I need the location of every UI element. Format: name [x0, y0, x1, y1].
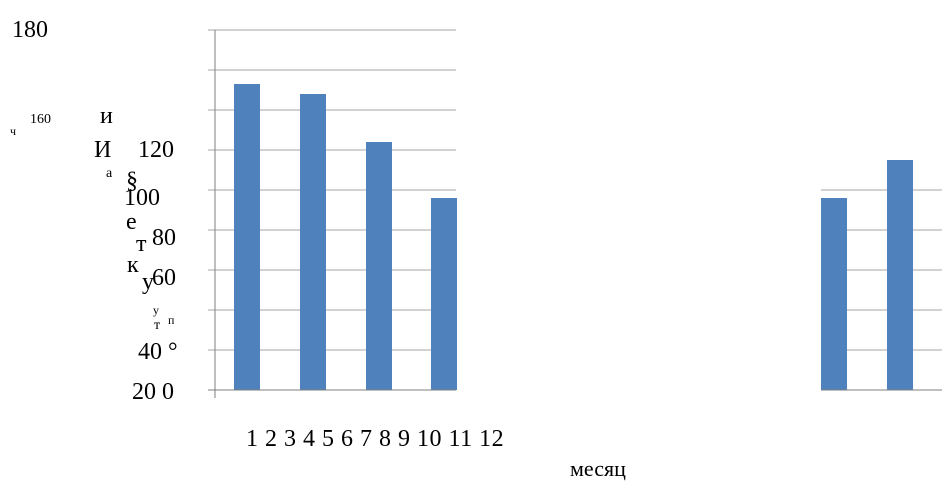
- y-label-fragment-8: к: [127, 252, 139, 278]
- bar-month-1: [234, 84, 260, 390]
- y-label-fragment-6: е: [126, 209, 137, 235]
- y-label-fragment-5: §: [126, 168, 138, 194]
- y-label-fragment-12: у: [153, 303, 159, 317]
- y-tick-180: 180: [12, 17, 48, 43]
- y-label-fragment-11: п: [168, 313, 175, 327]
- y-label-fragment-7: т: [136, 231, 147, 257]
- bar-month-11: [821, 198, 847, 390]
- y-tick-20-0: 20 0: [132, 379, 174, 405]
- bar-month-12: [887, 160, 913, 390]
- x-axis-tick-labels: 1 2 3 4 5 6 7 8 9 10 11 12: [246, 426, 505, 452]
- y-label-fragment-3: И: [94, 137, 112, 163]
- x-axis-label: месяц: [570, 456, 626, 481]
- y-tick-80: 80: [152, 225, 176, 251]
- y-label-fragment-1: ч: [10, 124, 17, 138]
- bar-month-2: [300, 94, 326, 390]
- axes: [208, 30, 942, 398]
- bar-month-4: [431, 198, 457, 390]
- y-tick-40: 40 °: [138, 339, 178, 365]
- bar-month-3: [366, 142, 392, 390]
- y-label-fragment-4: а: [106, 166, 113, 181]
- y-label-fragment-2: и: [100, 103, 113, 129]
- y-label-fragment-10: т: [154, 318, 161, 333]
- y-label-fragment-9: у: [142, 269, 154, 295]
- y-tick-100: 100: [124, 185, 160, 211]
- bars: [234, 84, 913, 390]
- y-tick-160: 160: [30, 112, 51, 127]
- y-tick-60: 60: [152, 265, 176, 291]
- y-tick-120: 120: [138, 137, 174, 163]
